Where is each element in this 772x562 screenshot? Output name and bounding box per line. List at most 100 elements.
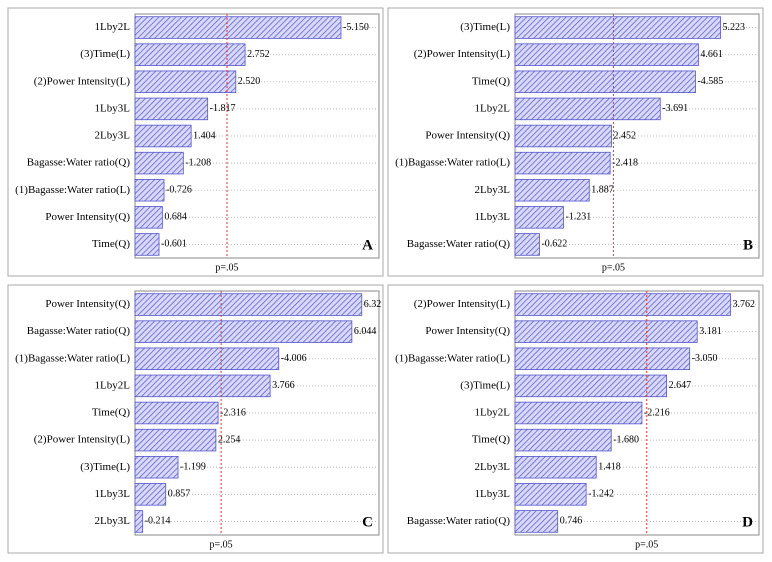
bar bbox=[134, 455, 179, 479]
value-label: -1.817 bbox=[210, 103, 236, 114]
bar bbox=[514, 70, 696, 94]
category-label: 1Lby2L bbox=[475, 407, 511, 419]
category-label: Time(Q) bbox=[472, 75, 510, 87]
panel-label: C bbox=[362, 514, 373, 530]
category-label: (2)Power Intensity(L) bbox=[414, 298, 511, 310]
value-label: 0.684 bbox=[164, 212, 187, 223]
category-label: Power Intensity(Q) bbox=[425, 130, 510, 142]
bar bbox=[514, 97, 661, 121]
reference-label: p=.05 bbox=[210, 539, 233, 550]
bar bbox=[134, 374, 271, 398]
category-label: 1Lby3L bbox=[95, 488, 131, 500]
bar bbox=[134, 16, 342, 39]
bar bbox=[514, 401, 643, 425]
bar bbox=[134, 124, 192, 148]
value-label: -0.601 bbox=[161, 239, 187, 250]
value-label: 2.520 bbox=[238, 76, 260, 87]
bar bbox=[134, 293, 363, 316]
category-label: (1)Bagasse:Water ratio(L) bbox=[395, 352, 510, 364]
category-label: 2Lby3L bbox=[475, 184, 511, 196]
reference-label: p=.05 bbox=[635, 539, 658, 550]
bar bbox=[134, 233, 160, 256]
category-label: 1Lby2L bbox=[95, 21, 131, 33]
category-label: Power Intensity(Q) bbox=[425, 325, 510, 337]
category-label: (3)Time(L) bbox=[80, 48, 130, 60]
panel-frame bbox=[387, 7, 764, 277]
value-label: 3.762 bbox=[732, 299, 755, 310]
category-label: Bagasse:Water ratio(Q) bbox=[27, 157, 131, 169]
bar bbox=[134, 320, 353, 343]
value-label: 2.452 bbox=[613, 130, 636, 141]
bar bbox=[514, 43, 699, 66]
category-label: Power Intensity(Q) bbox=[45, 298, 130, 310]
category-label: (1)Bagasse:Water ratio(L) bbox=[395, 157, 510, 169]
value-label: -2.418 bbox=[612, 157, 638, 168]
value-label: -2.216 bbox=[644, 407, 670, 418]
category-label: 1Lby2L bbox=[475, 102, 511, 114]
category-label: (3)Time(L) bbox=[80, 461, 130, 473]
category-label: 1Lby3L bbox=[475, 488, 511, 500]
bar bbox=[134, 70, 237, 94]
value-label: 2.254 bbox=[218, 434, 241, 445]
category-label: Bagasse:Water ratio(Q) bbox=[407, 515, 511, 527]
category-label: (1)Bagasse:Water ratio(L) bbox=[15, 184, 130, 196]
value-label: -4.006 bbox=[281, 353, 307, 364]
category-label: 1Lby3L bbox=[475, 211, 511, 223]
category-label: (3)Time(L) bbox=[460, 379, 510, 391]
bar bbox=[134, 401, 219, 425]
value-label: 2.647 bbox=[669, 380, 692, 391]
bar bbox=[134, 43, 246, 66]
bar bbox=[514, 178, 590, 202]
category-label: (1)Bagasse:Water ratio(L) bbox=[15, 352, 130, 364]
value-label: -1.208 bbox=[185, 157, 211, 168]
value-label: 1.418 bbox=[598, 462, 621, 473]
panel-label: B bbox=[743, 237, 753, 253]
panel-frame bbox=[387, 284, 764, 554]
bar bbox=[514, 151, 611, 175]
category-label: Power Intensity(Q) bbox=[45, 211, 130, 223]
bar bbox=[514, 206, 564, 229]
bar bbox=[514, 293, 731, 316]
category-label: (2)Power Intensity(L) bbox=[34, 75, 131, 87]
bar bbox=[134, 206, 163, 229]
value-label: -1.199 bbox=[180, 462, 206, 473]
bar bbox=[514, 374, 668, 398]
category-label: 1Lby2L bbox=[95, 379, 131, 391]
reference-label: p=.05 bbox=[602, 262, 625, 273]
bar bbox=[514, 16, 721, 39]
panel-label: A bbox=[362, 237, 373, 253]
value-label: 1.404 bbox=[193, 130, 216, 141]
panel-frame bbox=[7, 7, 384, 277]
bar bbox=[514, 124, 612, 148]
bar bbox=[514, 483, 587, 506]
value-label: -1.231 bbox=[565, 212, 591, 223]
bar bbox=[514, 320, 698, 343]
category-label: Bagasse:Water ratio(Q) bbox=[27, 325, 131, 337]
category-label: (3)Time(L) bbox=[460, 21, 510, 33]
bar bbox=[134, 178, 165, 202]
bar bbox=[514, 233, 540, 256]
value-label: 5.223 bbox=[723, 22, 746, 33]
value-label: 3.766 bbox=[272, 380, 295, 391]
category-label: 2Lby3L bbox=[95, 130, 131, 142]
value-label: -4.585 bbox=[697, 76, 723, 87]
bar bbox=[514, 347, 691, 371]
bar bbox=[134, 347, 280, 371]
category-label: 2Lby3L bbox=[475, 461, 511, 473]
category-label: Time(Q) bbox=[472, 434, 510, 446]
value-label: -0.622 bbox=[541, 239, 567, 250]
category-label: Time(Q) bbox=[92, 238, 130, 250]
value-label: -0.214 bbox=[145, 516, 171, 527]
panel-frame bbox=[7, 284, 384, 554]
category-label: 1Lby3L bbox=[95, 102, 131, 114]
bar bbox=[134, 97, 209, 121]
category-label: Time(Q) bbox=[92, 407, 130, 419]
bar bbox=[514, 510, 559, 533]
value-label: 2.752 bbox=[247, 49, 270, 60]
category-label: (2)Power Intensity(L) bbox=[414, 48, 511, 60]
value-label: 6.32 bbox=[364, 299, 382, 310]
bar bbox=[134, 510, 144, 533]
value-label: -3.691 bbox=[662, 103, 688, 114]
value-label: 3.181 bbox=[699, 326, 722, 337]
value-label: 1.887 bbox=[591, 185, 614, 196]
